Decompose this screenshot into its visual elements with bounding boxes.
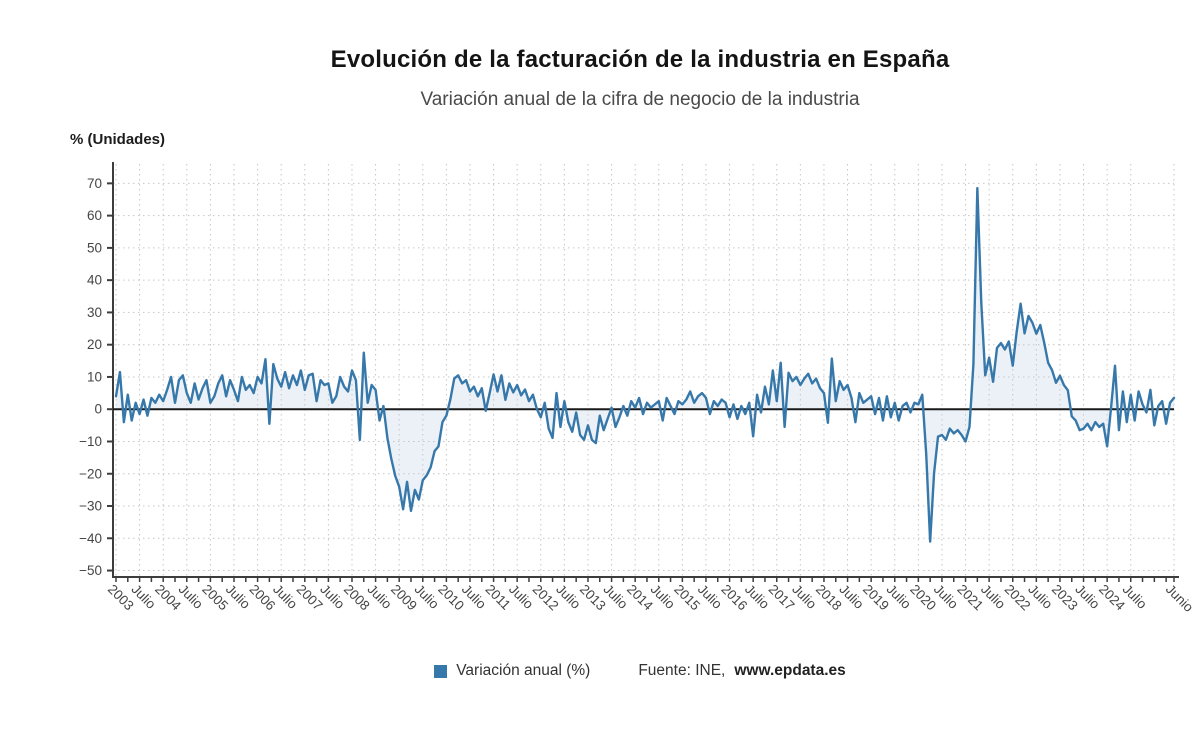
x-tick-label: Julio [553, 582, 583, 612]
x-tick-label: 2013 [577, 582, 609, 614]
x-tick-label: 2024 [1096, 582, 1128, 614]
x-tick-label: Julio [600, 582, 630, 612]
x-tick-label: Junio [1163, 582, 1196, 615]
y-tick-label: 70 [87, 176, 102, 191]
y-tick-label: −40 [79, 531, 102, 546]
x-tick-label: Julio [459, 582, 489, 612]
x-tick-label: 2007 [294, 582, 326, 614]
x-tick-label: 2022 [1002, 582, 1034, 614]
series-line [114, 187, 1176, 543]
x-tick-label: Julio [978, 582, 1008, 612]
x-tick-label: Julio [789, 582, 819, 612]
x-tick-label: 2009 [388, 582, 420, 614]
y-tick-label: 30 [87, 305, 102, 320]
x-tick-label: 2020 [907, 582, 939, 614]
x-tick-label: 2019 [860, 582, 892, 614]
x-tick-label: Julio [223, 582, 253, 612]
x-tick-label: Julio [931, 582, 961, 612]
legend-item-variacion-anual: Variación anual (%) [434, 662, 590, 680]
chart-title: Evolución de la facturación de la indust… [330, 46, 950, 73]
x-tick-label: 2008 [341, 582, 373, 614]
chart-legend: Variación anual (%) Fuente: INE, www.epd… [40, 662, 1200, 680]
x-tick-label: Julio [742, 582, 772, 612]
x-tick-label: Julio [648, 582, 678, 612]
x-tick-label: Julio [317, 582, 347, 612]
y-tick-label: 60 [87, 208, 102, 223]
y-tick-label: −10 [79, 434, 102, 449]
y-axis-title: % (Unidades) [70, 131, 166, 148]
y-tick-label: 50 [87, 240, 102, 255]
y-tick-label: −50 [79, 563, 102, 578]
y-tick-label: 10 [87, 369, 102, 384]
x-tick-label: 2018 [813, 582, 845, 614]
y-tick-label: −20 [79, 466, 102, 481]
chart-subtitle: Variación anual de la cifra de negocio d… [420, 89, 860, 110]
x-tick-label: Julio [1072, 582, 1102, 612]
y-tick-label: 20 [87, 337, 102, 352]
x-tick-label: 2003 [105, 582, 137, 614]
legend-label: Variación anual (%) [456, 662, 591, 679]
x-tick-label: 2015 [671, 582, 703, 614]
y-tick-label: 40 [87, 273, 102, 288]
source-link[interactable]: www.epdata.es [734, 662, 846, 679]
x-tick-label: Julio [176, 582, 206, 612]
x-tick-label: Julio [695, 582, 725, 612]
x-tick-label: 2014 [624, 582, 656, 614]
x-tick-label: Julio [128, 582, 158, 612]
x-tick-label: 2011 [482, 582, 513, 613]
x-tick-label: 2016 [718, 582, 750, 614]
chart-canvas: 706050403020100−10−20−30−40−502003Julio2… [79, 162, 1196, 615]
x-tick-label: 2006 [246, 582, 278, 614]
legend-color-swatch-icon [434, 664, 448, 678]
x-tick-label: Julio [884, 582, 914, 612]
x-tick-label: Julio [506, 582, 536, 612]
x-tick-label: Julio [1025, 582, 1055, 612]
x-tick-label: 2010 [435, 582, 467, 614]
y-tick-label: −30 [79, 499, 102, 514]
source-attribution: Fuente: INE, www.epdata.es [638, 662, 845, 680]
x-tick-label: 2017 [766, 582, 798, 614]
x-tick-label: Julio [1120, 582, 1150, 612]
y-tick-label: 0 [94, 402, 102, 417]
x-tick-label: Julio [836, 582, 866, 612]
x-tick-label: Julio [270, 582, 300, 612]
x-tick-label: 2023 [1049, 582, 1081, 614]
x-tick-label: 2005 [199, 582, 231, 614]
x-tick-label: 2004 [152, 582, 184, 614]
x-tick-label: Julio [364, 582, 394, 612]
industry-turnover-chart: Evolución de la facturación de la indust… [40, 16, 1200, 721]
x-tick-label: 2021 [954, 582, 986, 614]
x-tick-label: Julio [412, 582, 442, 612]
x-tick-label: 2012 [530, 582, 562, 614]
source-text: Fuente: INE, [638, 662, 726, 679]
